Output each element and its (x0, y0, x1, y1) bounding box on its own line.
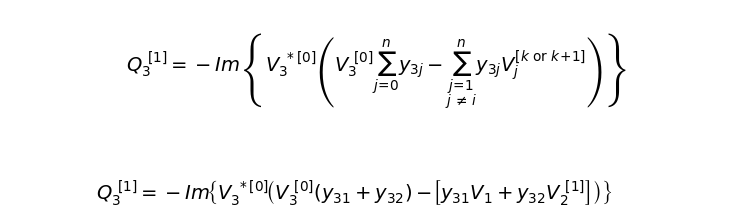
Text: $Q_3^{\ [1]} = -Im\left\{ V_3^{\ *[0]} \left( V_3^{\ [0]}\sum_{j\!=\!0}^{n} y_{3: $Q_3^{\ [1]} = -Im\left\{ V_3^{\ *[0]} \… (127, 31, 627, 111)
Text: $Q_3^{\ [1]} = -Im\!\left\{ V_3^{\ *[0]}\!\left( V_3^{\ [0]}(y_{31}+y_{32}) - \!: $Q_3^{\ [1]} = -Im\!\left\{ V_3^{\ *[0]}… (96, 178, 613, 208)
